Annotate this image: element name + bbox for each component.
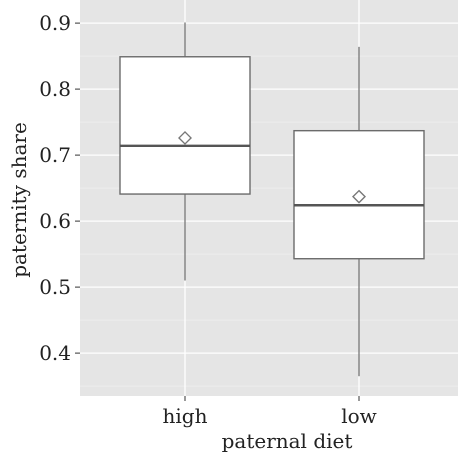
- x-axis-ticks: high low: [163, 396, 377, 428]
- x-tick-label: high: [163, 404, 208, 428]
- y-axis-title: paternity share: [7, 122, 31, 278]
- mean-marker: [178, 130, 192, 145]
- x-tick-label: low: [341, 404, 377, 428]
- y-axis-ticks: 0.4 0.5 0.6 0.7 0.8 0.9: [39, 11, 80, 365]
- iqr-box: [293, 129, 425, 260]
- y-tick-label: 0.4: [39, 341, 71, 365]
- box-high: [119, 22, 251, 281]
- y-tick-label: 0.7: [39, 143, 71, 167]
- y-tick-label: 0.5: [39, 275, 71, 299]
- y-tick-label: 0.9: [39, 11, 71, 35]
- y-tick-label: 0.6: [39, 209, 71, 233]
- y-tick-label: 0.8: [39, 77, 71, 101]
- box-low: [293, 46, 425, 377]
- mean-marker: [352, 189, 366, 204]
- iqr-box: [119, 56, 251, 195]
- box-layer: [119, 22, 425, 377]
- x-axis-title: paternal diet: [222, 429, 353, 453]
